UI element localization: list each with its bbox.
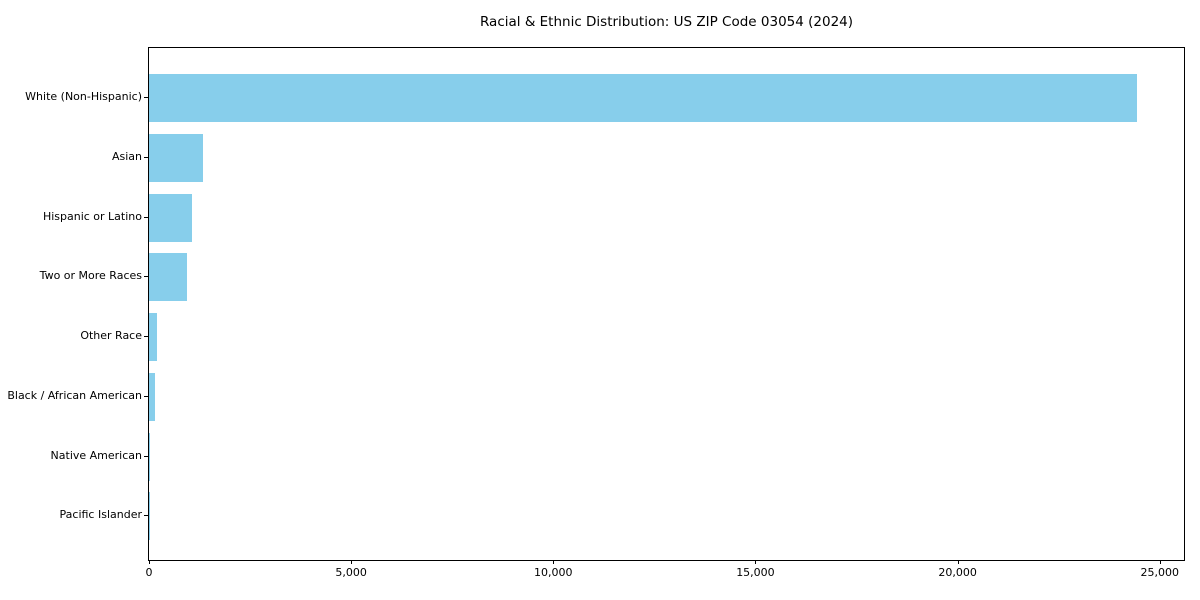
bar (149, 193, 193, 242)
plot-area (148, 47, 1185, 561)
y-tick-label: Hispanic or Latino (42, 209, 142, 223)
x-tick-mark (351, 560, 353, 564)
x-tick-label: 5,000 (335, 566, 367, 579)
x-tick-label: 15,000 (736, 566, 775, 579)
x-tick-label: 25,000 (1140, 566, 1179, 579)
y-tick-label: White (Non-Hispanic) (25, 90, 142, 103)
y-tick-label: Other Race (80, 329, 142, 343)
bar (149, 74, 1137, 122)
y-tick-label: Native American (50, 448, 142, 462)
bar (149, 432, 150, 481)
y-tick-label: Two or More Races (39, 269, 142, 283)
y-tick-label: Black / African American (7, 388, 142, 402)
x-tick-mark (755, 560, 757, 564)
chart-title: Racial & Ethnic Distribution: US ZIP Cod… (479, 14, 854, 30)
x-tick-mark (553, 560, 555, 564)
x-tick-mark (957, 560, 959, 564)
x-tick-mark (149, 560, 150, 564)
x-tick-mark (1159, 560, 1161, 564)
y-tick-mark (144, 515, 148, 517)
y-tick-label: Pacific Islander (59, 508, 142, 522)
x-tick-label: 0 (145, 566, 153, 579)
y-tick-mark (144, 395, 148, 397)
bar (149, 372, 156, 421)
x-tick-label: 20,000 (938, 566, 977, 579)
bar (149, 133, 203, 182)
bar (149, 253, 187, 302)
y-tick-mark (144, 97, 148, 98)
x-tick-label: 10,000 (534, 566, 573, 579)
y-tick-label: Asian (111, 149, 142, 163)
y-tick-mark (144, 156, 148, 158)
y-tick-mark (144, 455, 148, 457)
y-tick-mark (144, 216, 148, 218)
y-tick-mark (144, 336, 148, 338)
y-tick-mark (144, 276, 148, 278)
bar (149, 313, 157, 362)
